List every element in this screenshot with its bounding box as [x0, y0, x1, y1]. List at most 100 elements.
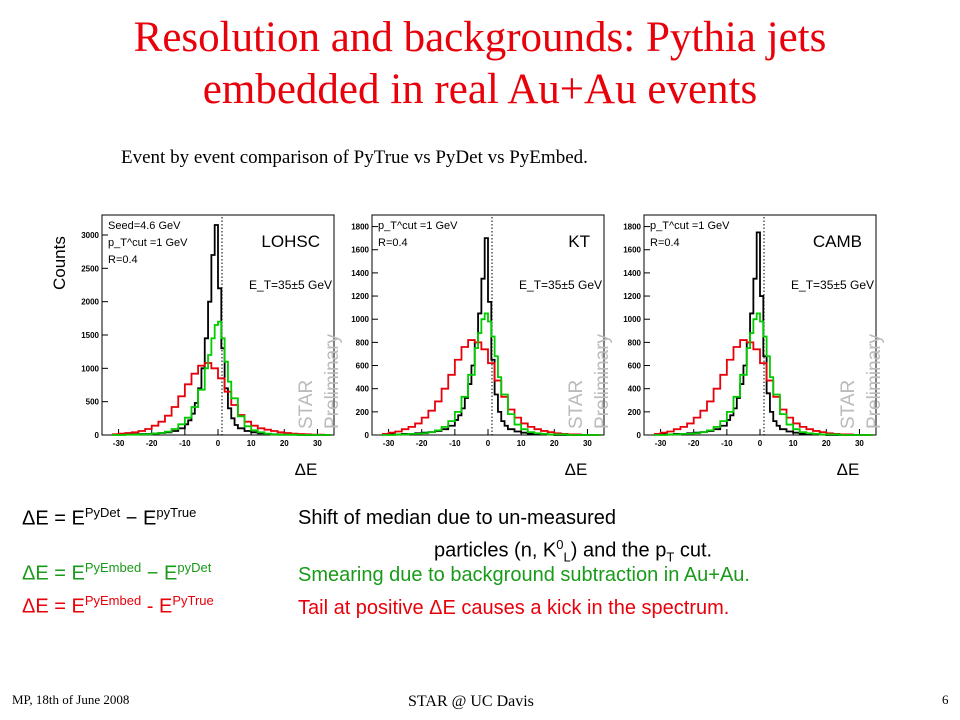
- footer-center: STAR @ UC Davis: [408, 693, 534, 710]
- note-shift-text-c: cut.: [674, 539, 713, 562]
- y-tick-label-zero: 0: [637, 431, 642, 440]
- x-tick-label: -10: [721, 439, 733, 448]
- annotation-2: R=0.4: [108, 254, 138, 266]
- y-tick-label: 800: [356, 338, 370, 347]
- x-tick-label: -30: [113, 439, 125, 448]
- watermark-star: STAR: [838, 380, 859, 429]
- note-shift-text-b: ) and the p: [570, 539, 667, 562]
- y-tick-label: 1500: [81, 331, 99, 340]
- x-tick-label: -20: [416, 439, 428, 448]
- y-tick-label: 400: [356, 385, 370, 394]
- note-tail: Tail at positive ΔE causes a kick in the…: [298, 597, 730, 619]
- y-tick-label: 2000: [81, 298, 99, 307]
- footer-date: MP, 18th of June 2008: [12, 692, 130, 707]
- x-tick-label: 30: [313, 439, 322, 448]
- energy-label: E_T=35±5 GeV: [519, 278, 602, 292]
- x-axis-label: ΔE: [295, 460, 318, 479]
- x-axis-label: ΔE: [837, 460, 860, 479]
- series-green-histogram: [381, 312, 601, 436]
- watermark-preliminary: Preliminary: [592, 333, 613, 429]
- y-tick-label: 1600: [351, 246, 369, 255]
- formula-sup-1: PyEmbed: [84, 593, 142, 608]
- note-shift-sup: 0: [556, 537, 564, 552]
- x-tick-label: -30: [655, 439, 667, 448]
- y-tick-label: 600: [628, 362, 642, 371]
- x-tick-label: -20: [688, 439, 700, 448]
- formula-sup-2: pyTrue: [156, 505, 197, 520]
- series-green-histogram: [111, 320, 331, 436]
- y-tick-label: 800: [628, 338, 642, 347]
- formula-minus: - E: [141, 595, 173, 618]
- y-tick-label: 1400: [351, 269, 369, 278]
- series-red-histogram: [111, 362, 331, 436]
- y-tick-label: 1000: [351, 315, 369, 324]
- y-tick-label: 1800: [351, 223, 369, 232]
- note-shift-text-a: particles (n, K: [434, 539, 557, 562]
- energy-label: E_T=35±5 GeV: [249, 278, 332, 292]
- formula-sup-1: PyDet: [84, 505, 121, 520]
- y-tick-label: 1200: [623, 292, 641, 301]
- x-tick-label: -30: [383, 439, 395, 448]
- x-tick-label: 10: [247, 439, 256, 448]
- annotation-1: p_T^cut =1 GeV: [108, 237, 188, 249]
- y-tick-label: 1000: [623, 315, 641, 324]
- y-tick-label: 1000: [81, 364, 99, 373]
- x-tick-label: 30: [583, 439, 592, 448]
- y-tick-label: 600: [356, 362, 370, 371]
- x-tick-label: 10: [789, 439, 798, 448]
- y-tick-label: 1200: [351, 292, 369, 301]
- y-tick-label: 500: [86, 398, 100, 407]
- note-shift-sub2: T: [666, 549, 675, 565]
- formula-pydet-pytrue: ΔE = EPyDet − EpyTrue: [22, 505, 196, 531]
- watermark-preliminary: Preliminary: [864, 333, 885, 429]
- annotation-1: R=0.4: [650, 237, 680, 249]
- energy-label: E_T=35±5 GeV: [791, 278, 874, 292]
- x-tick-label: 10: [517, 439, 526, 448]
- y-tick-label: 1800: [623, 223, 641, 232]
- slide-subtitle: Event by event comparison of PyTrue vs P…: [121, 147, 588, 168]
- formula-sup-2: PyTrue: [172, 593, 214, 608]
- note-smearing: Smearing due to background subtraction i…: [298, 564, 750, 586]
- x-tick-label: -10: [449, 439, 461, 448]
- title-line-1: Resolution and backgrounds: Pythia jets: [133, 14, 827, 61]
- x-tick-label: -20: [146, 439, 158, 448]
- chart-lohsc: 500 1000 1500 2000 2500 3000 0 -30 -20 -10 0 10 20 30…: [81, 214, 343, 479]
- y-tick-label: 200: [356, 408, 370, 417]
- series-red-histogram: [381, 339, 601, 436]
- annotation-0: Seed=4.6 GeV: [108, 220, 181, 232]
- counts-axis-label: Counts: [50, 236, 69, 290]
- formula-lhs: ΔE = E: [22, 595, 85, 618]
- formula-sup-1: PyEmbed: [84, 560, 142, 575]
- series-green-histogram: [653, 312, 873, 436]
- chart-kt: 200 400 600 800 1000 1200 1400 1600 1800 0 -30 -20 -…: [351, 214, 613, 479]
- note-shift-line2: particles (n, K0L) and the pT cut.: [434, 537, 712, 565]
- formula-sup-2: pyDet: [177, 560, 212, 575]
- x-tick-label: 20: [280, 439, 289, 448]
- y-tick-label-zero: 0: [365, 431, 370, 440]
- x-tick-label: 30: [855, 439, 864, 448]
- watermark-star: STAR: [296, 380, 317, 429]
- x-axis-label: ΔE: [565, 460, 588, 479]
- x-tick-label: 0: [216, 439, 221, 448]
- note-shift-sub: L: [563, 549, 571, 565]
- page-number: 6: [942, 692, 949, 707]
- annotation-0: p_T^cut =1 GeV: [650, 220, 730, 232]
- title-line-2: embedded in real Au+Au events: [202, 66, 758, 113]
- watermark-star: STAR: [566, 380, 587, 429]
- panel-title: CAMB: [813, 232, 862, 251]
- y-tick-label-zero: 0: [95, 431, 100, 440]
- annotation-0: p_T^cut =1 GeV: [378, 220, 458, 232]
- panel-title: LOHSC: [261, 232, 320, 251]
- y-tick-label: 1400: [623, 269, 641, 278]
- formula-minus: − E: [120, 507, 157, 530]
- watermark-preliminary: Preliminary: [322, 333, 343, 429]
- formula-pyembed-pytrue: ΔE = EPyEmbed - EPyTrue: [22, 593, 214, 619]
- slide-title: Resolution and backgrounds: Pythia jets …: [0, 12, 960, 116]
- formula-pyembed-pydet: ΔE = EPyEmbed − EpyDet: [22, 560, 211, 586]
- y-tick-label: 400: [628, 385, 642, 394]
- y-tick-label: 3000: [81, 231, 99, 240]
- x-tick-label: 0: [758, 439, 763, 448]
- note-shift-line1: Shift of median due to un-measured: [298, 507, 616, 529]
- formula-lhs: ΔE = E: [22, 507, 85, 530]
